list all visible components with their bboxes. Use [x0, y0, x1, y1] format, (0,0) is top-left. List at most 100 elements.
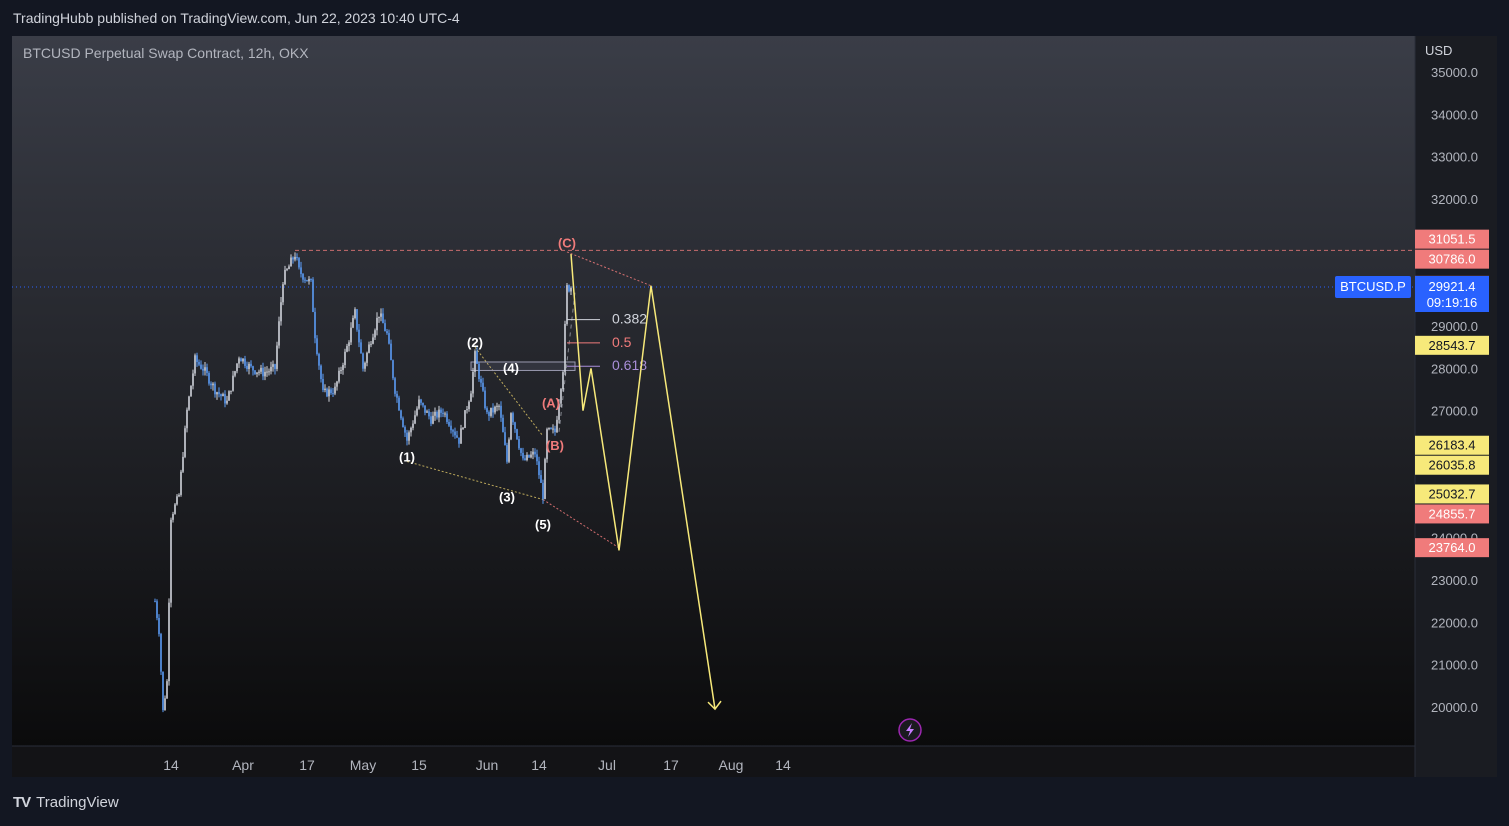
candle-down: [452, 430, 454, 432]
candle-down: [326, 388, 328, 397]
candle-up: [188, 396, 190, 410]
candle-up: [184, 428, 186, 457]
candle-up: [186, 409, 188, 429]
candle-up: [364, 362, 366, 369]
candle-up: [324, 388, 326, 390]
candle-down: [504, 432, 506, 446]
chart-svg[interactable]: 0.382 0.5 0.618 (1) (2) (3) (4) (5) (A) (B) (C) 35…: [12, 36, 1497, 777]
candle-down: [156, 601, 158, 618]
candle-up: [308, 278, 310, 282]
candle-up: [380, 313, 382, 317]
price-tag-label: 31051.5: [1429, 232, 1476, 247]
wave-label: (3): [499, 490, 515, 505]
candle-up: [164, 698, 166, 711]
candle-down: [456, 435, 458, 438]
candle-down: [244, 358, 246, 366]
price-tick-label: 33000.0: [1431, 150, 1478, 165]
candle-up: [378, 316, 380, 318]
publish-header: TradingHubb published on TradingView.com…: [0, 0, 1509, 36]
candle-down: [534, 451, 536, 455]
candle-up: [236, 363, 238, 372]
fib-zone-box: [470, 361, 576, 371]
price-tag: [1415, 455, 1489, 475]
price-tick-label: 23000.0: [1431, 573, 1478, 588]
chart-area[interactable]: 0.382 0.5 0.618 (1) (2) (3) (4) (5) (A) (B) (C) 35…: [12, 36, 1497, 777]
candle-up: [344, 351, 346, 366]
candle-down: [358, 329, 360, 343]
candle-down: [162, 671, 164, 711]
candle-up: [170, 519, 172, 603]
candle-up: [416, 408, 418, 416]
candle-down: [202, 368, 204, 371]
candle-up: [510, 413, 512, 440]
candle-up: [260, 367, 262, 372]
candle-down: [252, 366, 254, 371]
publish-info: TradingHubb published on TradingView.com…: [13, 10, 460, 26]
candle-down: [298, 258, 300, 268]
candle-up: [494, 406, 496, 413]
chart-title: BTCUSD Perpetual Swap Contract, 12h, OKX: [23, 45, 309, 61]
candle-down: [330, 389, 332, 394]
tradingview-logo[interactable]: TV TradingView: [13, 794, 119, 811]
candle-up: [248, 363, 250, 370]
price-tag-label: 26035.8: [1429, 458, 1476, 473]
candle-down: [200, 364, 202, 369]
candle-down: [454, 431, 456, 436]
candle-down: [542, 482, 544, 499]
candle-down: [384, 323, 386, 332]
currency-label: USD: [1425, 43, 1452, 58]
candle-down: [392, 360, 394, 379]
candle-down: [500, 405, 502, 418]
candle-up: [336, 381, 338, 387]
candle-up: [368, 344, 370, 353]
candle-down: [440, 409, 442, 413]
candle-down: [214, 383, 216, 395]
candle-up: [266, 371, 268, 373]
candle-up: [278, 321, 280, 346]
candle-down: [488, 412, 490, 416]
candle-down: [250, 363, 252, 367]
candle-down: [332, 393, 334, 395]
price-tick-label: 27000.0: [1431, 404, 1478, 419]
wave-label: (B): [546, 438, 564, 453]
candle-down: [518, 439, 520, 449]
candle-up: [192, 373, 194, 386]
symbol-badge: [1335, 275, 1411, 298]
candle-up: [496, 405, 498, 407]
time-tick-label: May: [350, 757, 376, 773]
candle-up: [328, 389, 330, 397]
candle-down: [514, 422, 516, 430]
candle-up: [526, 454, 528, 461]
candle-down: [254, 370, 256, 374]
candle-down: [400, 410, 402, 419]
time-tick-label: 14: [775, 757, 791, 773]
candle-up: [444, 413, 446, 415]
projection-arrowhead: [707, 700, 722, 711]
candle-up: [470, 393, 472, 402]
time-tick-label: 17: [299, 757, 315, 773]
candle-down: [482, 382, 484, 391]
candle-down: [220, 394, 222, 397]
lightning-icon[interactable]: [898, 718, 922, 742]
candle-down: [262, 367, 264, 377]
candle-up: [216, 392, 218, 395]
current-price-tag: [1415, 275, 1489, 312]
candle-down: [458, 437, 460, 444]
candle-up: [474, 351, 476, 372]
candle-down: [406, 432, 408, 441]
time-tick-label: 14: [531, 757, 547, 773]
candle-down: [246, 365, 248, 370]
candle-up: [286, 269, 288, 271]
candle-up: [178, 494, 180, 497]
candle-down: [154, 601, 156, 603]
candle-up: [552, 428, 554, 430]
candle-up: [426, 411, 428, 413]
wave-label: (A): [542, 396, 560, 411]
candle-down: [382, 313, 384, 324]
candle-up: [276, 345, 278, 369]
candle-down: [240, 358, 242, 362]
candle-up: [284, 269, 286, 285]
candle-down: [540, 475, 542, 483]
candle-down: [306, 279, 308, 282]
price-tag-label: 23764.0: [1429, 540, 1476, 555]
